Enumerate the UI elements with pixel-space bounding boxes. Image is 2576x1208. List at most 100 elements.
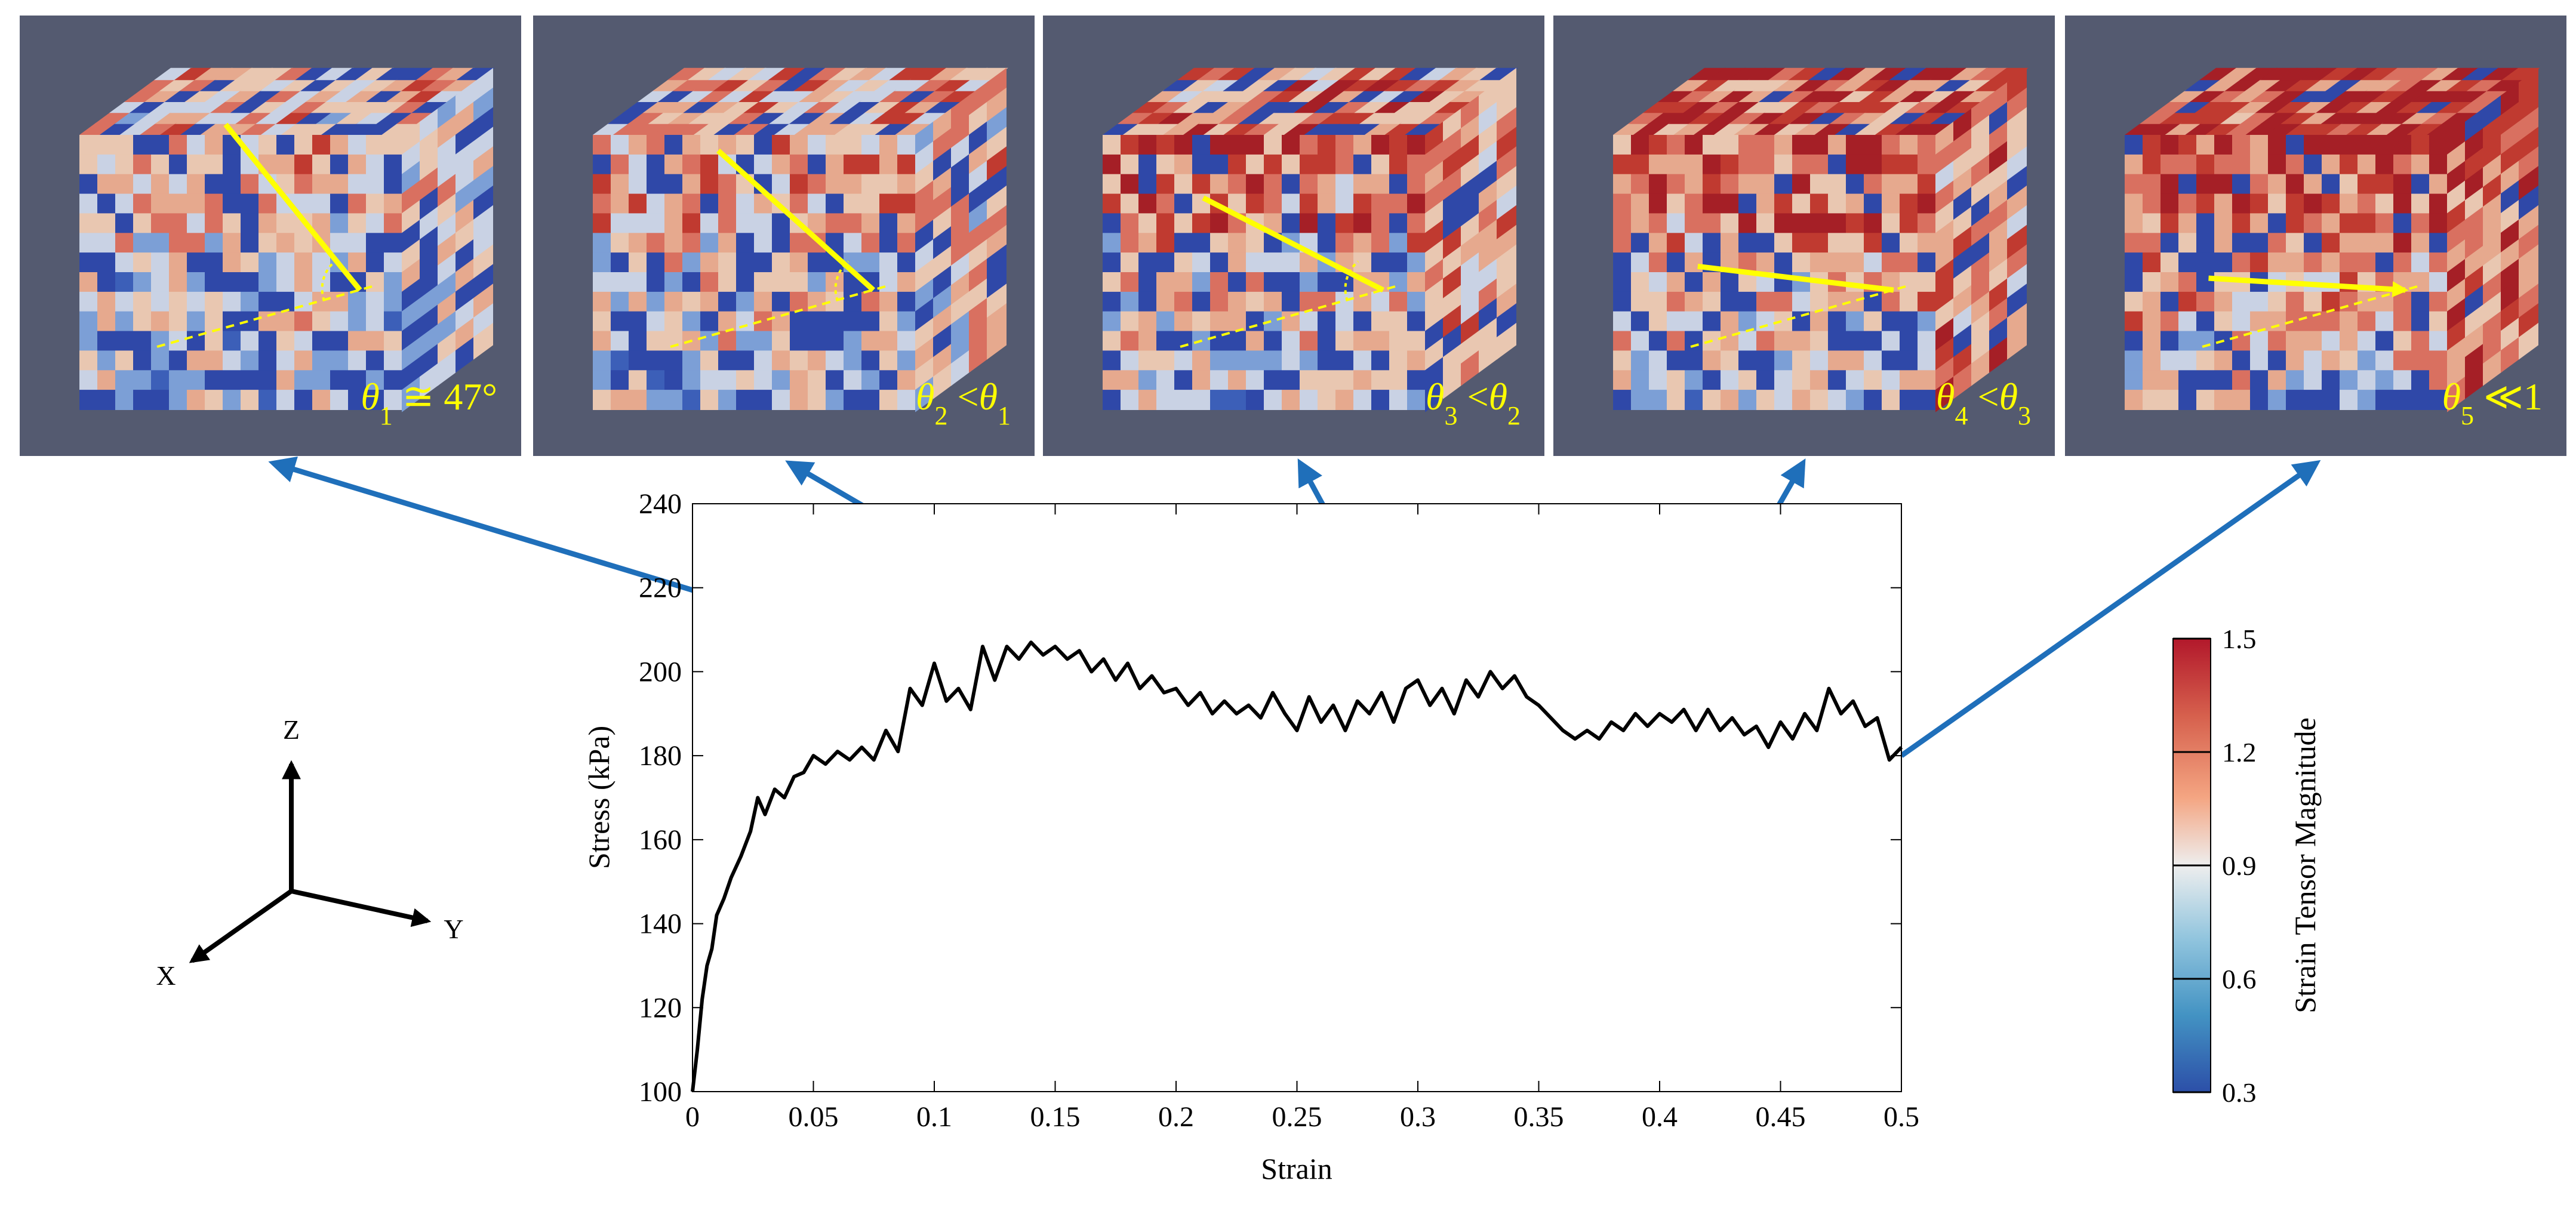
- cube-front-cell: [2160, 390, 2179, 410]
- cube-right-cell: [933, 283, 953, 321]
- cube-top-cell: [929, 67, 968, 81]
- cube-top-cell: [224, 90, 264, 102]
- cube-front-cell: [1703, 291, 1721, 312]
- cube-right-cell: [2465, 224, 2485, 262]
- cube-front-cell: [2143, 213, 2161, 234]
- cube-top-cell: [2386, 122, 2426, 135]
- cube-front-cell: [1882, 174, 1900, 195]
- cube-top-cell: [2225, 122, 2264, 135]
- cube-top-cell: [2250, 90, 2289, 102]
- cube-top-cell: [764, 100, 802, 113]
- cube-right-cell: [402, 140, 421, 177]
- cube-top-cell: [1435, 100, 1473, 113]
- cube-front-cell: [223, 272, 241, 292]
- cube-front-cell: [169, 233, 187, 254]
- cube-front-cell: [629, 390, 647, 410]
- cube-right-cell: [933, 303, 953, 340]
- cube-top-cell: [2159, 112, 2199, 124]
- cube-front-cell: [1228, 272, 1247, 292]
- cube-front-cell: [241, 252, 259, 273]
- cube-front-cell: [611, 193, 629, 214]
- cube-top-cell: [2215, 100, 2254, 113]
- cube-top-cell: [940, 90, 978, 102]
- cube-top-cell: [2486, 79, 2525, 91]
- cube-right-cell: [1479, 335, 1498, 373]
- cube-front-cell: [2304, 174, 2322, 195]
- cube-top-cell: [406, 90, 445, 102]
- cube-top-cell: [1419, 67, 1458, 81]
- label-part: θ: [979, 375, 998, 418]
- cube-front-cell: [682, 213, 701, 234]
- cube-front-cell: [2286, 390, 2304, 410]
- cube-right-cell: [1461, 153, 1481, 190]
- cube-front-cell: [79, 291, 98, 312]
- cube-front-cell: [718, 213, 737, 234]
- cube-right-cell: [1989, 316, 2009, 353]
- cube-front-cell: [1613, 272, 1632, 292]
- cube-right-cell: [1953, 244, 1973, 282]
- cube-right-cell: [1971, 231, 1991, 269]
- cube-top-cell: [1324, 122, 1363, 135]
- cube-right-cell: [915, 179, 935, 216]
- cube-front-cell: [1882, 291, 1900, 312]
- cube-top-cell: [769, 112, 808, 124]
- cube-right-cell: [987, 322, 1007, 360]
- cube-front-cell: [682, 311, 701, 332]
- cube-front-cell: [1846, 370, 1864, 391]
- cube-top-cell: [1839, 90, 1878, 102]
- cube-top-cell: [839, 90, 878, 102]
- cube-front-cell: [2340, 154, 2358, 175]
- cube-front-cell: [1810, 390, 1829, 410]
- cube-front-cell: [736, 291, 755, 312]
- cube-front-cell: [187, 193, 205, 214]
- cube-front-cell: [366, 331, 384, 352]
- cube-front-cell: [700, 291, 719, 312]
- cube-front-cell: [1318, 390, 1336, 410]
- cube-right-cell: [951, 251, 971, 288]
- cube-front-cell: [790, 154, 808, 175]
- cube-front-cell: [1300, 350, 1318, 371]
- cube-top-cell: [749, 112, 787, 124]
- cube-top-cell: [1707, 67, 1747, 81]
- cube-right-cell: [1971, 251, 1991, 288]
- cube-front-cell: [2322, 370, 2340, 391]
- cube-front-cell: [2429, 252, 2448, 273]
- cube-top-cell: [456, 67, 495, 81]
- label-part: ≅ 47°: [393, 375, 497, 418]
- shear-band-line: [223, 122, 362, 292]
- cube-top-cell: [653, 122, 692, 135]
- cube-front-cell: [223, 291, 241, 312]
- cube-front-cell: [2268, 291, 2286, 312]
- cube-top-cell: [109, 100, 148, 113]
- strain-cube: [1103, 67, 1518, 412]
- cube-top-cell: [794, 122, 833, 135]
- cube-front-cell: [2268, 331, 2286, 352]
- cube-top-cell: [1238, 67, 1276, 81]
- cube-right-cell: [951, 211, 971, 249]
- cube-front-cell: [879, 390, 898, 410]
- cube-right-cell: [1935, 297, 1955, 334]
- cube-top-cell: [230, 100, 269, 113]
- cube-front-cell: [133, 174, 152, 195]
- label-part: <: [1457, 375, 1488, 418]
- cube-front-cell: [844, 370, 862, 391]
- cube-front-cell: [1371, 213, 1390, 234]
- cube-front-cell: [2322, 350, 2340, 371]
- cube-front-cell: [1667, 390, 1685, 410]
- cube-front-cell: [826, 154, 844, 175]
- cube-top-cell: [281, 122, 319, 135]
- cube-top-cell: [426, 90, 465, 102]
- cube-front-cell: [2178, 311, 2197, 332]
- cube-right-cell: [473, 244, 493, 282]
- cube-right-cell: [969, 277, 989, 314]
- cube-front-cell: [2196, 350, 2215, 371]
- cube-front-cell: [1282, 370, 1300, 391]
- cube-right-cell: [1497, 283, 1516, 321]
- simulation-panel: θ3 <θ2: [1043, 16, 1544, 456]
- cube-top-cell: [1359, 112, 1398, 124]
- cube-front-cell: [2125, 135, 2143, 155]
- cube-front-cell: [205, 213, 223, 234]
- cube-front-cell: [1738, 291, 1757, 312]
- cube-front-cell: [1685, 390, 1703, 410]
- cube-top-cell: [1273, 100, 1312, 113]
